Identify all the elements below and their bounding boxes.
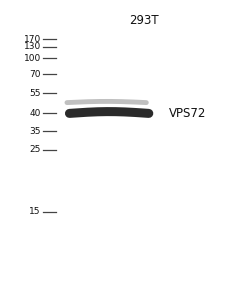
Text: 70: 70 xyxy=(30,70,41,79)
Text: 130: 130 xyxy=(24,42,41,51)
Text: 55: 55 xyxy=(30,88,41,98)
Text: VPS72: VPS72 xyxy=(169,107,206,120)
Text: 293T: 293T xyxy=(129,14,159,26)
Text: 25: 25 xyxy=(30,146,41,154)
Text: 170: 170 xyxy=(24,34,41,43)
Text: 100: 100 xyxy=(24,54,41,63)
Text: 35: 35 xyxy=(30,127,41,136)
Text: 15: 15 xyxy=(30,207,41,216)
Text: 40: 40 xyxy=(30,109,41,118)
